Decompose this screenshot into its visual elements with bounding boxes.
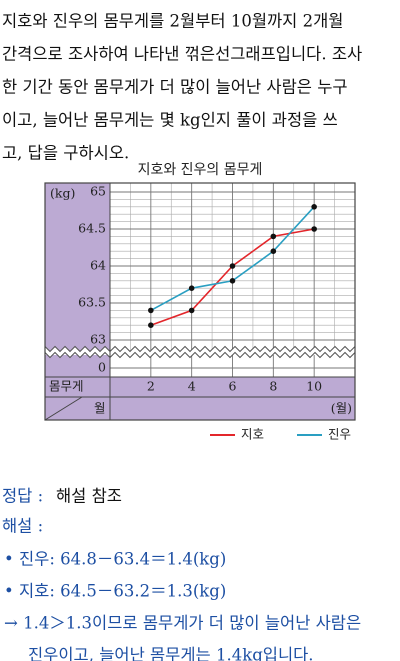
question-line: 간격으로 조사하여 나타낸 꺾은선그래프입니다. 조사 <box>2 45 362 64</box>
data-point <box>270 233 277 240</box>
axis-break <box>44 351 356 359</box>
data-point <box>229 278 236 284</box>
x-tick-label: 10 <box>306 379 322 394</box>
explanation-line: 진우이고, 늘어난 몸무게는 1.4kg입니다. <box>28 646 314 661</box>
data-point <box>229 263 236 269</box>
data-point <box>188 285 195 292</box>
legend-label: 진우 <box>328 427 351 442</box>
row-label: 몸무게 <box>49 379 84 394</box>
x-tick-label: 4 <box>188 379 196 394</box>
y-tick-label: 0 <box>98 360 106 375</box>
y-tick-label: 64.5 <box>78 221 106 236</box>
y-unit-label: (kg) <box>50 186 75 201</box>
row-label: 월 <box>94 401 106 416</box>
data-point <box>188 307 195 314</box>
chart-title: 지호와 진우의 몸무게 <box>138 162 263 178</box>
y-tick-label: 64 <box>90 258 106 273</box>
legend-label: 지호 <box>241 427 264 442</box>
y-tick-label: 63 <box>90 332 106 347</box>
break-gap <box>45 351 355 355</box>
question-line: 고, 답을 구하시오. <box>2 144 129 163</box>
explanation-label: 해설 : <box>2 517 43 536</box>
data-point <box>311 204 317 210</box>
x-unit-label: (월) <box>331 401 352 416</box>
data-point <box>148 307 154 314</box>
x-tick-label: 6 <box>229 379 237 394</box>
x-tick-label: 8 <box>269 379 277 394</box>
chart-frame <box>44 182 356 421</box>
cell-diagonal <box>44 396 83 421</box>
y-tick-label: 63.5 <box>78 295 106 310</box>
x-tick-label: 2 <box>147 379 155 394</box>
question-line: 지호와 진우의 몸무게를 2월부터 10월까지 2개월 <box>2 12 343 31</box>
answer-text: 해설 참조 <box>56 487 122 506</box>
axis-break <box>44 345 356 353</box>
y-tick-label: 65 <box>90 184 106 199</box>
data-point <box>148 322 154 329</box>
data-point <box>311 226 317 232</box>
question-line: 이고, 늘어난 몸무게는 몇 kg인지 풀이 과정을 쓰 <box>2 111 338 130</box>
explanation-line: • 지호: 64.5－63.2＝1.3(kg) <box>4 582 226 601</box>
explanation-line: • 진우: 64.8－63.4＝1.4(kg) <box>4 550 226 569</box>
explanation-line: → 1.4＞1.3이므로 몸무게가 더 많이 늘어난 사람은 <box>4 614 361 633</box>
answer-label: 정답 : <box>2 487 43 506</box>
question-line: 한 기간 동안 몸무게가 더 많이 늘어난 사람은 누구 <box>2 78 348 97</box>
data-point <box>270 248 277 254</box>
label-column <box>45 183 110 377</box>
label-row <box>45 377 355 420</box>
